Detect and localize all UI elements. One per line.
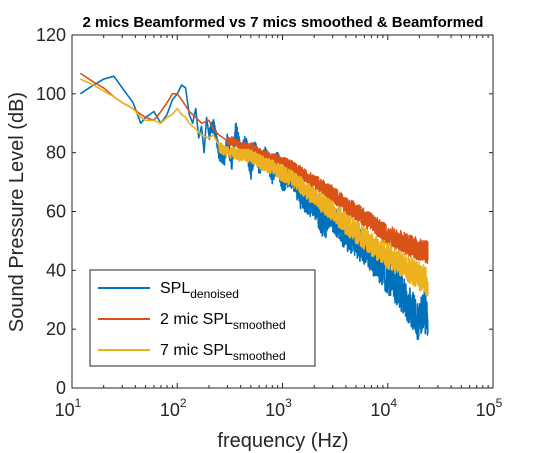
x-tick-label: 101 xyxy=(55,396,82,420)
legend-name: SPL xyxy=(160,280,190,297)
y-tick-label: 100 xyxy=(36,84,66,104)
x-tick-base: 10 xyxy=(160,400,180,420)
y-tick-label: 120 xyxy=(36,25,66,45)
legend-name: 7 mic SPL xyxy=(160,342,233,359)
y-axis-label: Sound Pressure Level (dB) xyxy=(6,92,28,332)
legend-subscript: smoothed xyxy=(233,349,286,363)
x-tick-exponent: 4 xyxy=(390,396,397,410)
x-tick-base: 10 xyxy=(265,400,285,420)
x-tick-exponent: 2 xyxy=(180,396,187,410)
x-tick-base: 10 xyxy=(476,400,496,420)
x-tick-label: 105 xyxy=(476,396,503,420)
y-tick-label: 0 xyxy=(56,378,66,398)
x-axis-label: frequency (Hz) xyxy=(217,430,348,452)
legend-name: 2 mic SPL xyxy=(160,311,233,328)
x-tick-exponent: 3 xyxy=(285,396,292,410)
x-tick-label: 104 xyxy=(370,396,397,420)
y-tick-label: 40 xyxy=(46,260,66,280)
x-tick-exponent: 5 xyxy=(496,396,503,410)
legend-subscript: smoothed xyxy=(233,318,286,332)
x-tick-label: 102 xyxy=(160,396,187,420)
y-tick-label: 80 xyxy=(46,143,66,163)
y-tick-label: 60 xyxy=(46,202,66,222)
x-tick-label: 103 xyxy=(265,396,292,420)
legend-subscript: denoised xyxy=(190,287,239,301)
x-tick-base: 10 xyxy=(55,400,75,420)
x-tick-exponent: 1 xyxy=(75,396,82,410)
chart-title: 2 mics Beamformed vs 7 mics smoothed & B… xyxy=(83,14,484,31)
x-tick-base: 10 xyxy=(370,400,390,420)
y-tick-label: 20 xyxy=(46,319,66,339)
